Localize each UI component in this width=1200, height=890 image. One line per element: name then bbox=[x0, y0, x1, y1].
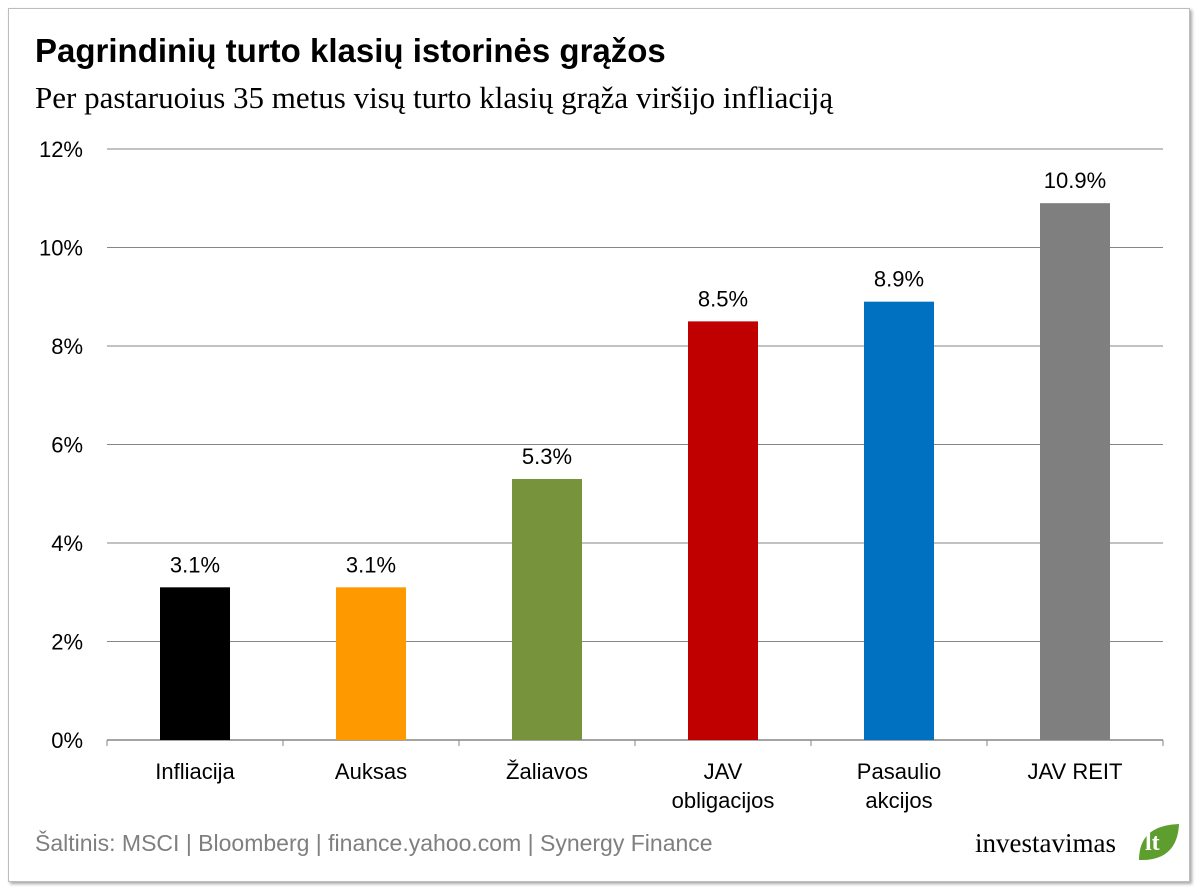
x-tick-label: Infliacija bbox=[155, 759, 235, 784]
data-label: 5.3% bbox=[522, 444, 572, 469]
y-tick-label: 6% bbox=[51, 433, 83, 458]
x-tick-label: Žaliavos bbox=[506, 759, 588, 784]
bar bbox=[864, 301, 934, 740]
bar bbox=[512, 478, 582, 740]
data-label: 10.9% bbox=[1044, 168, 1106, 193]
bar bbox=[160, 587, 230, 740]
logo-tld: lt bbox=[1145, 830, 1160, 856]
chart-subtitle: Per pastaruoius 35 metus visų turto klas… bbox=[35, 80, 834, 115]
y-tick-label: 4% bbox=[51, 531, 83, 556]
y-tick-label: 12% bbox=[39, 137, 83, 162]
x-tick-label: Auksas bbox=[335, 759, 407, 784]
data-label: 8.9% bbox=[874, 267, 924, 292]
y-tick-label: 2% bbox=[51, 630, 83, 655]
x-tick-label: JAV obligacijos bbox=[672, 759, 775, 813]
data-label: 3.1% bbox=[170, 552, 220, 577]
y-tick-label: 10% bbox=[39, 236, 83, 261]
y-tick-label: 0% bbox=[51, 728, 83, 753]
logo-text: investavimas bbox=[975, 828, 1116, 858]
chart-title: Pagrindinių turto klasių istorinės grąžo… bbox=[35, 32, 666, 69]
x-tick-label: Pasaulio akcijos bbox=[857, 759, 941, 813]
data-label: 8.5% bbox=[698, 286, 748, 311]
data-label: 3.1% bbox=[346, 552, 396, 577]
bar bbox=[688, 321, 758, 740]
y-tick-label: 8% bbox=[51, 334, 83, 359]
leaf-icon bbox=[1139, 824, 1179, 861]
source-note: Šaltinis: MSCI | Bloomberg | finance.yah… bbox=[35, 830, 713, 856]
bar bbox=[1040, 203, 1110, 741]
bar bbox=[336, 587, 406, 740]
x-tick-label: JAV REIT bbox=[1028, 759, 1123, 784]
